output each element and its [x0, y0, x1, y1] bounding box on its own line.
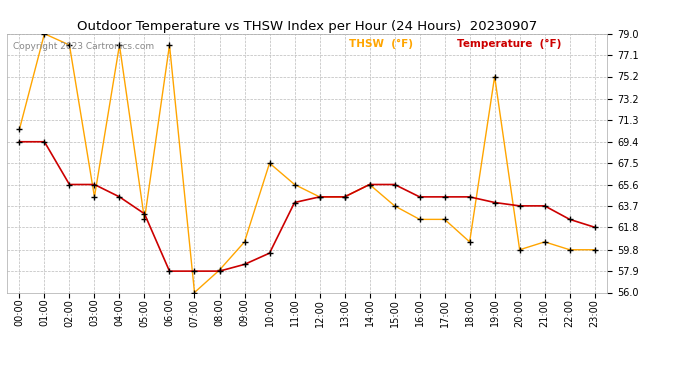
- Text: Temperature  (°F): Temperature (°F): [457, 39, 562, 49]
- Title: Outdoor Temperature vs THSW Index per Hour (24 Hours)  20230907: Outdoor Temperature vs THSW Index per Ho…: [77, 20, 538, 33]
- Text: Copyright 2023 Cartronics.com: Copyright 2023 Cartronics.com: [13, 42, 154, 51]
- Text: THSW  (°F): THSW (°F): [349, 39, 413, 49]
